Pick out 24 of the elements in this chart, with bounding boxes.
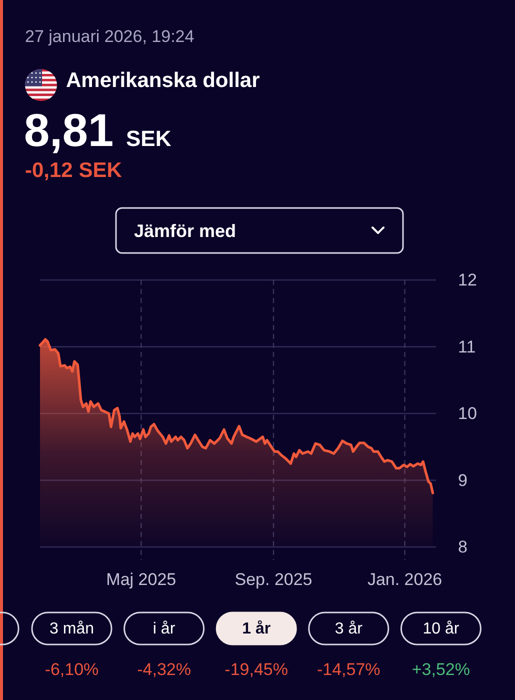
text: -14,57% bbox=[316, 660, 380, 679]
y-tick-label: 9 bbox=[458, 470, 468, 490]
text: +3,52% bbox=[412, 660, 470, 679]
text: 1 år bbox=[242, 620, 271, 638]
y-tick-label: 11 bbox=[458, 337, 476, 356]
x-tick-label: Maj 2025 bbox=[106, 570, 176, 589]
text: -19,45% bbox=[224, 660, 288, 679]
text: -0,12 SEK bbox=[25, 159, 122, 182]
text: i år bbox=[152, 620, 176, 638]
x-tick-label: Jan. 2026 bbox=[367, 570, 442, 589]
chart-title: Amerikanska dollar bbox=[66, 69, 260, 92]
x-tick-label: Sep. 2025 bbox=[234, 570, 312, 589]
y-tick-label: 10 bbox=[458, 404, 477, 423]
text: Jämför med bbox=[134, 221, 236, 241]
y-tick-label: 12 bbox=[458, 270, 477, 290]
text: -4,32% bbox=[137, 660, 191, 679]
y-tick-label: 8 bbox=[458, 538, 468, 556]
text: 3 mån bbox=[50, 620, 94, 638]
chart-subtitle: 27 januari 2026, 19:24 bbox=[25, 27, 194, 46]
text: 8,81 bbox=[24, 104, 114, 156]
text: 3 år bbox=[334, 620, 364, 638]
text: SEK bbox=[126, 126, 172, 151]
text: 10 år bbox=[422, 620, 460, 638]
text: -6,10% bbox=[44, 660, 99, 679]
